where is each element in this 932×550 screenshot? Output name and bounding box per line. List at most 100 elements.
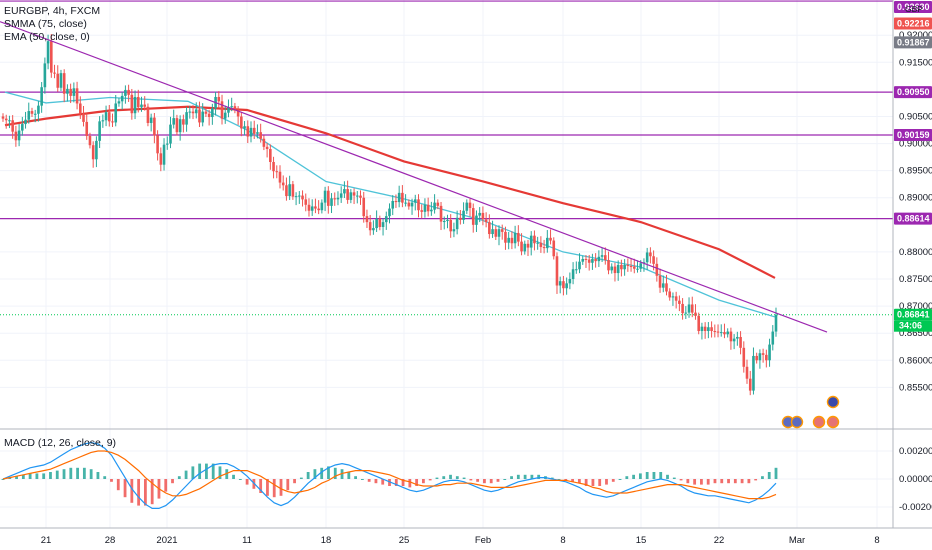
candle-body: [568, 279, 572, 284]
macd-histogram-bar: [449, 474, 452, 479]
candle-body: [397, 192, 401, 203]
y-tick-label: 0.86500: [899, 328, 932, 339]
candle-body: [352, 192, 356, 196]
candle-body: [655, 263, 659, 276]
candle-body: [465, 202, 469, 211]
candle-body: [649, 252, 652, 257]
candle-body: [584, 258, 588, 260]
candle-body: [729, 331, 733, 342]
y-tick-label: 0.86000: [899, 355, 932, 366]
candle-body: [430, 209, 433, 212]
macd-histogram-bar: [171, 479, 174, 484]
candle-body: [752, 355, 755, 391]
macd-histogram-bar: [510, 476, 513, 479]
candle-body: [79, 103, 82, 114]
candle-body: [320, 202, 324, 211]
macd-histogram-bar: [191, 466, 195, 479]
macd-histogram-bar: [313, 469, 317, 479]
candle-body: [488, 222, 491, 235]
candle-body: [281, 182, 285, 186]
candle-body: [562, 281, 565, 289]
event-markers: [781, 395, 840, 429]
macd-histogram-bar: [89, 469, 93, 479]
price-tag-label: 0.88614: [897, 214, 930, 224]
macd-histogram-bar: [462, 477, 466, 479]
candle-body: [745, 366, 749, 379]
candle-body: [330, 198, 333, 206]
candle-body: [21, 124, 24, 131]
candle-body: [62, 73, 66, 94]
y-tick-label: 0.90500: [899, 111, 932, 122]
y-tick-label: 0.89500: [899, 166, 932, 177]
price-tag: [894, 36, 932, 49]
macd-histogram-bar: [679, 479, 683, 481]
candle-body: [423, 204, 427, 212]
candle-body: [46, 41, 50, 64]
y-tick-label: 0.88000: [899, 247, 932, 258]
price-tag-label: 0.90159: [897, 130, 930, 140]
candle-body: [388, 208, 391, 217]
candle-body: [50, 41, 53, 73]
candle-body: [124, 89, 127, 96]
candle-body: [719, 332, 723, 334]
macd-histogram-bar: [28, 473, 32, 479]
candle-body: [723, 332, 726, 335]
macd-legend[interactable]: MACD (12, 26, close, 9): [4, 437, 117, 449]
macd-histogram-bar: [293, 479, 296, 484]
smma-legend[interactable]: SMMA (75, close): [4, 18, 87, 30]
macd-histogram-bar: [469, 479, 473, 481]
candle-body: [578, 261, 581, 270]
candle-body: [88, 135, 92, 146]
horizontal-levels: [0, 0, 893, 316]
candle-body: [639, 263, 643, 269]
candle-body: [256, 132, 259, 134]
candle-body: [546, 237, 549, 249]
candle-body: [107, 112, 111, 122]
candle-body: [159, 153, 163, 165]
currency-badge: GBP: [905, 4, 923, 14]
macd-histogram-bar: [1, 479, 5, 480]
price-tag: [894, 128, 932, 141]
candle-body: [362, 197, 366, 217]
candle-body: [143, 104, 147, 107]
candle-body: [549, 237, 552, 241]
macd-histogram-bar: [706, 479, 710, 485]
candle-body: [442, 221, 446, 223]
candle-body: [481, 212, 485, 220]
y-tick-label: 0.89000: [899, 193, 932, 204]
x-tick-label: 25: [399, 535, 410, 546]
economic-event-icon: [826, 415, 840, 429]
candle-body: [368, 222, 372, 231]
candle-body: [198, 109, 201, 123]
macd-histogram-bar: [340, 469, 344, 479]
candle-body: [697, 315, 700, 332]
candle-body: [249, 127, 253, 137]
candle-body: [410, 202, 414, 207]
candle-body: [681, 303, 684, 314]
candle-body: [275, 171, 279, 173]
candle-body: [665, 283, 668, 292]
candle-body: [613, 266, 617, 274]
candle-body: [603, 255, 607, 261]
macd-pane: [1, 441, 778, 509]
economic-event-icon: [826, 395, 840, 409]
candle-body: [504, 231, 507, 243]
candle-body: [349, 192, 353, 200]
macd-histogram-bar: [598, 479, 602, 486]
macd-histogram-bar: [69, 467, 73, 479]
candle-body: [182, 119, 185, 125]
symbol-title[interactable]: EURGBP, 4h, FXCM: [4, 5, 101, 17]
ema-legend[interactable]: EMA (50, close, 0): [4, 31, 90, 43]
candle-body: [536, 242, 539, 244]
candle-body: [56, 73, 60, 88]
descending-trendline: [0, 21, 828, 333]
candle-body: [626, 264, 630, 267]
candle-body: [339, 193, 343, 198]
candle-body: [507, 237, 510, 243]
macd-histogram-bar: [381, 479, 385, 485]
macd-histogram-bar: [238, 479, 242, 480]
candle-body: [211, 108, 214, 118]
price-tag: [894, 212, 932, 225]
